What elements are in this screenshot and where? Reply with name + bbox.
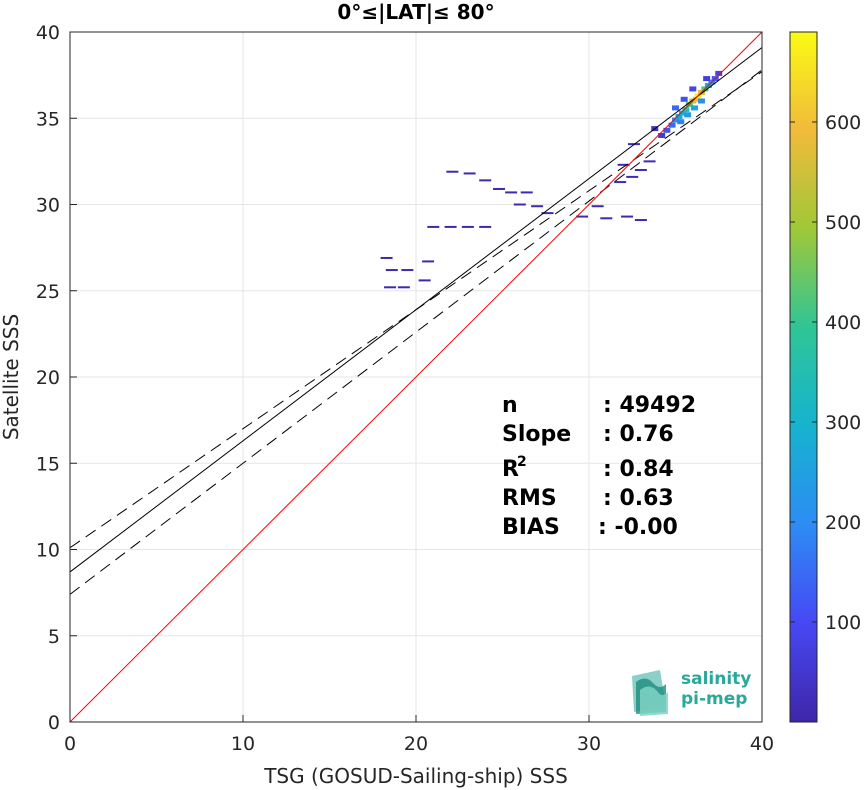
- density-point: [689, 86, 697, 92]
- colorbar-tick-label: 300: [825, 412, 861, 434]
- y-tick-label: 40: [36, 22, 60, 44]
- density-point: [617, 163, 630, 166]
- y-tick-labels: 0 5 10 15 20 25 30 35 40: [36, 22, 60, 734]
- stat-value: : 49492: [603, 393, 696, 418]
- density-point: [621, 215, 634, 218]
- colorbar-ticks: 100 200 300 400 500 600: [790, 112, 861, 634]
- y-tick-label: 20: [36, 367, 60, 389]
- stat-label: RMS: [502, 486, 557, 511]
- colorbar-tick-label: 600: [825, 112, 861, 134]
- density-point: [675, 114, 683, 120]
- colorbar: [789, 31, 818, 723]
- density-point: [643, 160, 656, 163]
- density-point: [692, 96, 700, 102]
- x-tick-label: 40: [750, 733, 774, 755]
- density-point: [682, 107, 690, 113]
- density-point: [479, 179, 492, 182]
- colorbar-tick-label: 500: [825, 212, 861, 234]
- colorbar-tick-label: 200: [825, 512, 861, 534]
- density-points: [380, 70, 723, 289]
- density-point: [600, 217, 613, 220]
- y-tick-label: 25: [36, 281, 60, 303]
- x-tick-label: 10: [231, 733, 255, 755]
- density-point: [678, 110, 686, 116]
- stat-value: : 0.84: [603, 457, 674, 482]
- plot-frame: [69, 31, 763, 723]
- density-point: [463, 172, 476, 175]
- y-tick-label: 10: [36, 540, 60, 562]
- density-point: [672, 117, 679, 123]
- y-tick-label: 30: [36, 195, 60, 217]
- lower-bound-line: [70, 69, 762, 595]
- density-point: [576, 215, 589, 218]
- density-point: [684, 112, 692, 118]
- density-point: [380, 256, 393, 259]
- density-point: [505, 191, 518, 194]
- density-point: [591, 205, 604, 208]
- stat-label: Slope: [502, 422, 571, 447]
- density-point: [691, 105, 699, 111]
- density-point: [401, 269, 414, 272]
- density-point: [658, 133, 666, 138]
- x-tick-label: 0: [64, 733, 76, 755]
- density-point: [614, 181, 627, 184]
- density-point: [703, 76, 711, 82]
- stat-label: R: [502, 457, 519, 482]
- fit-lines: [70, 32, 762, 722]
- density-point: [461, 225, 474, 228]
- stat-value: : -0.00: [598, 515, 678, 540]
- salinity-pi-mep-logo: salinity pi-mep: [632, 669, 751, 716]
- density-point: [634, 169, 647, 171]
- density-point: [479, 225, 492, 228]
- density-point: [677, 119, 685, 125]
- density-point: [680, 96, 688, 102]
- one-to-one-line: [70, 32, 762, 722]
- density-point: [385, 269, 398, 272]
- y-tick-label: 35: [36, 108, 60, 130]
- density-point: [634, 219, 647, 222]
- density-point: [541, 212, 554, 215]
- regression-line: [70, 47, 762, 573]
- logo-text-pi-mep: pi-mep: [681, 689, 747, 709]
- density-point: [427, 225, 440, 228]
- density-point: [446, 170, 459, 173]
- density-point: [668, 122, 676, 128]
- colorbar-tick-label: 100: [825, 612, 861, 634]
- density-point: [444, 225, 457, 228]
- density-point: [626, 175, 639, 178]
- wave-logo-icon: [632, 670, 668, 716]
- density-point: [697, 98, 705, 104]
- stat-superscript: 2: [517, 454, 527, 470]
- density-point: [715, 70, 723, 76]
- x-axis-label: TSG (GOSUD-Sailing-ship) SSS: [263, 764, 568, 788]
- stats-box: n : 49492 Slope : 0.76 R2 : 0.84 RMS : 0.63 BIAS…: [502, 393, 696, 540]
- density-point: [672, 105, 679, 111]
- chart-title: 0°≤|LAT|≤ 80°: [337, 0, 494, 24]
- stat-label: BIAS: [502, 515, 560, 540]
- density-point: [384, 286, 397, 289]
- x-tick-label: 20: [404, 733, 428, 755]
- density-point: [663, 127, 671, 133]
- density-point: [493, 187, 506, 190]
- stat-value: : 0.63: [603, 486, 674, 511]
- density-point: [513, 203, 526, 206]
- x-tick-labels: 0 10 20 30 40: [64, 733, 774, 755]
- y-tick-label: 5: [48, 626, 60, 648]
- density-point: [531, 205, 544, 208]
- density-point: [418, 279, 431, 282]
- stat-label: n: [502, 393, 518, 418]
- y-axis-label: Satellite SSS: [0, 314, 23, 440]
- x-tick-label: 30: [577, 733, 601, 755]
- logo-text-salinity: salinity: [681, 669, 751, 689]
- density-point: [422, 260, 435, 263]
- density-point: [520, 191, 533, 194]
- density-point: [397, 286, 410, 289]
- y-tick-label: 0: [48, 712, 60, 734]
- y-tick-label: 15: [36, 453, 60, 475]
- stat-value: : 0.76: [603, 422, 674, 447]
- colorbar-tick-label: 400: [825, 312, 861, 334]
